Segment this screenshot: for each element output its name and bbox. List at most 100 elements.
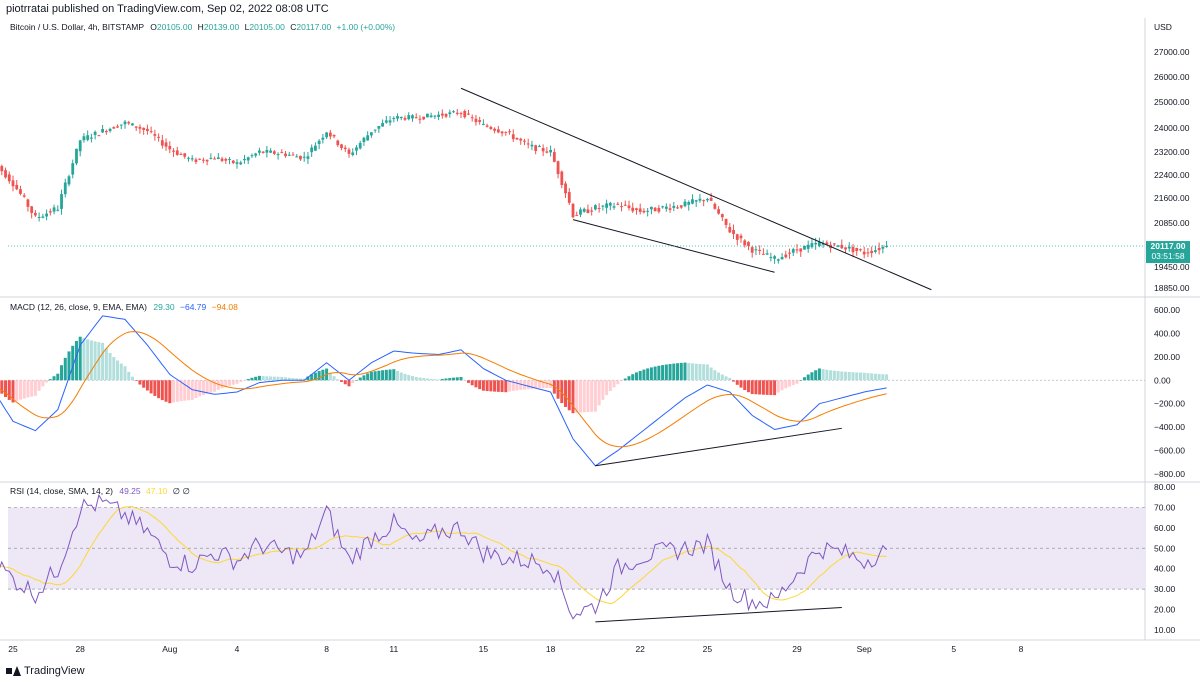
candle-body (314, 145, 317, 151)
candle-body (183, 153, 187, 157)
macd-histogram-bar (407, 375, 411, 381)
candle-body (440, 113, 444, 116)
macd-histogram-bar (676, 363, 680, 381)
rsi-trendline[interactable] (595, 607, 842, 623)
candle-body (78, 140, 82, 152)
macd-histogram-bar (410, 376, 414, 381)
macd-histogram-bar (321, 369, 325, 381)
candle-body (814, 242, 818, 245)
candle-body (818, 241, 821, 247)
macd-histogram-bar (698, 364, 702, 381)
macd-histogram-bar (541, 380, 545, 389)
candle-body (859, 249, 862, 251)
candle-body (116, 126, 119, 128)
candle-body (467, 113, 470, 115)
candle-body (265, 149, 269, 153)
macd-histogram-bar (63, 357, 67, 381)
macd-histogram-bar (608, 380, 612, 391)
macd-histogram-bar (71, 345, 75, 381)
candle-body (134, 126, 138, 128)
macd-histogram-bar (690, 363, 694, 381)
macd-histogram-bar (11, 380, 15, 403)
candle-body (41, 216, 45, 218)
price-trendline[interactable] (572, 219, 775, 273)
candle-body (803, 246, 806, 250)
macd-histogram-bar (213, 380, 217, 392)
candle-body (321, 137, 325, 140)
candle-body (564, 183, 567, 194)
candle-body (146, 128, 149, 132)
macd-histogram-bar (7, 380, 11, 400)
macd-trendline[interactable] (595, 427, 842, 467)
macd-histogram-bar (183, 380, 187, 401)
candle-body (86, 135, 90, 140)
last-price-value: 20117.00 (1151, 241, 1186, 251)
candle-body (392, 118, 396, 120)
tradingview-logo-icon (6, 666, 21, 676)
candle-body (862, 251, 866, 255)
candle-body (153, 134, 157, 136)
macd-histogram-bar (205, 380, 209, 394)
candle-body (306, 156, 310, 159)
candle-body (239, 162, 243, 165)
candle-body (635, 208, 638, 210)
macd-histogram-bar (74, 340, 78, 381)
candle-body (504, 131, 508, 133)
candle-body (411, 115, 414, 119)
candle-body (403, 117, 407, 120)
candle-body (482, 123, 485, 125)
candle-body (601, 205, 605, 207)
candle-body (142, 127, 146, 130)
macd-histogram-bar (302, 378, 306, 381)
candle-body (776, 259, 780, 261)
macd-histogram-bar (354, 380, 358, 381)
macd-histogram-bar (97, 342, 101, 381)
macd-histogram-bar (705, 364, 709, 381)
time-axis-tick: 25 (8, 644, 18, 654)
candle-body (743, 240, 747, 246)
macd-histogram-bar (399, 372, 403, 381)
candle-body (530, 144, 534, 147)
macd-histogram-bar (855, 372, 859, 381)
macd-histogram-bar (168, 380, 172, 404)
candle-body (280, 152, 284, 154)
candle-body (310, 147, 314, 153)
macd-histogram-bar (496, 380, 500, 392)
macd-histogram-bar (26, 380, 30, 398)
macd-histogram-bar (530, 380, 534, 389)
candle-body (597, 207, 601, 209)
candle-body (534, 145, 538, 151)
macd-histogram-bar (593, 380, 597, 412)
candle-body (422, 116, 426, 120)
candle-body (567, 192, 571, 203)
rsi-line (0, 493, 887, 620)
macd-histogram-bar (750, 380, 754, 395)
candle-body (276, 154, 280, 156)
candle-body (676, 207, 679, 209)
macd-histogram-bar (78, 336, 82, 381)
macd-histogram-bar (104, 348, 108, 381)
candle-body (616, 203, 620, 205)
macd-histogram-bar (403, 373, 407, 381)
macd-histogram-bar (224, 380, 228, 387)
candle-body (870, 250, 874, 254)
macd-histogram-bar (130, 376, 134, 381)
candle-body (22, 195, 26, 197)
macd-histogram-bar (717, 372, 721, 381)
macd-axis-tick: −800.00 (1154, 469, 1185, 479)
candle-body (287, 154, 291, 156)
macd-histogram-bar (123, 366, 127, 381)
macd-histogram-bar (351, 380, 355, 383)
macd-histogram-bar (272, 376, 276, 381)
candle-body (452, 111, 455, 113)
macd-histogram-bar (605, 380, 609, 396)
candle-body (713, 203, 717, 209)
macd-histogram-bar (231, 380, 235, 385)
macd-histogram-bar (172, 380, 176, 403)
candle-body (605, 203, 608, 208)
macd-histogram-bar (22, 380, 26, 399)
macd-histogram-bar (306, 376, 310, 381)
candle-body (138, 126, 142, 129)
candle-body (224, 158, 228, 161)
price-trendline[interactable] (460, 87, 932, 291)
